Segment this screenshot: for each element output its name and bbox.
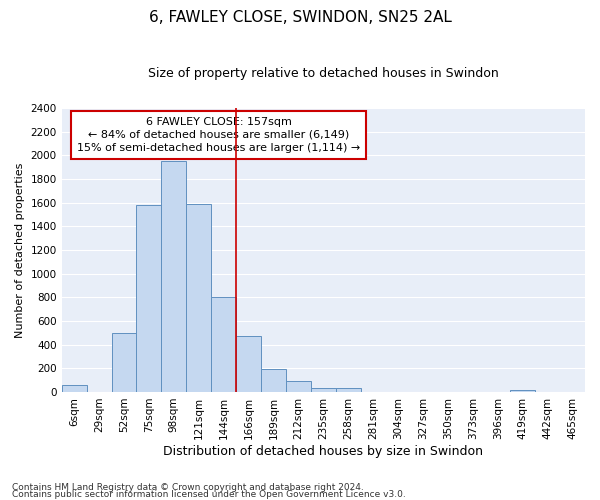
Bar	[112, 333, 136, 392]
Bar	[161, 162, 186, 392]
Bar	[286, 382, 311, 392]
Bar	[136, 205, 161, 392]
Text: 6, FAWLEY CLOSE, SWINDON, SN25 2AL: 6, FAWLEY CLOSE, SWINDON, SN25 2AL	[149, 10, 451, 25]
Bar	[236, 336, 261, 392]
Bar	[186, 204, 211, 392]
Bar	[211, 298, 236, 392]
Text: Contains public sector information licensed under the Open Government Licence v3: Contains public sector information licen…	[12, 490, 406, 499]
Bar	[261, 369, 286, 392]
Text: 6 FAWLEY CLOSE: 157sqm
← 84% of detached houses are smaller (6,149)
15% of semi-: 6 FAWLEY CLOSE: 157sqm ← 84% of detached…	[77, 116, 360, 153]
Bar	[62, 386, 86, 392]
Bar	[311, 388, 336, 392]
Bar	[510, 390, 535, 392]
Title: Size of property relative to detached houses in Swindon: Size of property relative to detached ho…	[148, 68, 499, 80]
Y-axis label: Number of detached properties: Number of detached properties	[15, 162, 25, 338]
Text: Contains HM Land Registry data © Crown copyright and database right 2024.: Contains HM Land Registry data © Crown c…	[12, 484, 364, 492]
X-axis label: Distribution of detached houses by size in Swindon: Distribution of detached houses by size …	[163, 444, 484, 458]
Bar	[336, 388, 361, 392]
